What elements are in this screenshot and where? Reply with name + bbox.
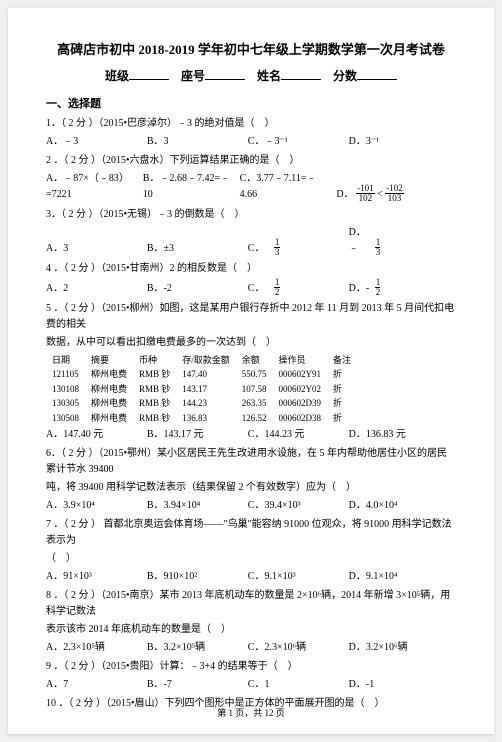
- q4-opt-a: A．2: [46, 281, 144, 297]
- header-row: 班级 座号 姓名 分数: [46, 67, 456, 86]
- q4-c-prefix: C．: [248, 281, 272, 297]
- q3-c-frac: 13: [274, 238, 298, 257]
- q4-opt-c: C． 12: [248, 279, 346, 298]
- q8-opt-b: B．3.2×10⁵辆: [147, 640, 245, 656]
- q4-options: A．2 B．-2 C． 12 D．- 12: [46, 279, 456, 298]
- q6-opt-d: D．4.0×10⁴: [349, 498, 447, 514]
- q2-options: A．﹣87×（﹣83）=7221 B．﹣2.68﹣7.42=﹣10 C．3.77…: [46, 171, 456, 204]
- q5-table: 日期 摘要 币种 存/取款金额 余额 操作员 备注 121105柳州电费RMB …: [46, 353, 357, 425]
- q3-c-prefix: C．: [248, 241, 272, 257]
- th-summary: 摘要: [85, 353, 133, 367]
- table-header-row: 日期 摘要 币种 存/取款金额 余额 操作员 备注: [46, 353, 357, 367]
- q9-opt-d: D．-1: [349, 677, 447, 693]
- th-currency: 币种: [133, 353, 176, 367]
- q5-options: A．147.40 元 B．143.17 元 C．144.23 元 D．136.8…: [46, 427, 456, 443]
- q7-stem-1: 7 ．（ 2 分 ） 首都北京奥运会体育场——"鸟巢"能容纳 91000 位观众…: [46, 517, 456, 549]
- q5-opt-b: B．143.17 元: [147, 427, 245, 443]
- q4-d-frac: 12: [375, 278, 399, 297]
- q5-opt-d: D．136.83 元: [349, 427, 447, 443]
- table-row: 121105柳州电费RMB 钞147.40550.75000602Y91折: [46, 367, 357, 381]
- q2-stem: 2 ．（ 2 分 ）（2015•六盘水）下列运算结果正确的是（ ）: [46, 153, 456, 169]
- q7-options: A．91×10³ B．910×10² C．9.1×10³ D．9.1×10⁴: [46, 569, 456, 585]
- th-amount: 存/取款金额: [176, 353, 236, 367]
- class-blank: [129, 68, 169, 80]
- q9-options: A．7 B．-7 C．1 D．-1: [46, 677, 456, 693]
- q4-opt-b: B．-2: [147, 281, 245, 297]
- table-row: 130108柳州电费RMB 钞143.17107.58000602Y02折: [46, 382, 357, 396]
- name-label: 姓名: [257, 67, 281, 86]
- th-operator: 操作员: [273, 353, 328, 367]
- q2-opt-d: D． -101102 < -102103: [336, 185, 451, 204]
- q6-opt-b: B．3.94×10⁴: [147, 498, 245, 514]
- name-blank: [281, 68, 321, 80]
- q8-stem-2: 表示该市 2014 年底机动车的数量是（ ）: [46, 622, 456, 638]
- class-label: 班级: [105, 67, 129, 86]
- q2-d-prefix: D．: [336, 187, 353, 203]
- q1-opt-d: D．3⁻¹: [349, 134, 447, 150]
- q8-opt-c: C．2.3×10⁶辆: [248, 640, 346, 656]
- q1-stem: 1．（ 2 分 ）（2015•巴彦淖尔）﹣3 的绝对值是（ ）: [46, 116, 456, 132]
- q9-opt-c: C．1: [248, 677, 346, 693]
- q8-opt-a: A．2.3×10⁵辆: [46, 640, 144, 656]
- th-balance: 余额: [236, 353, 273, 367]
- seat-blank: [205, 68, 245, 80]
- q7-opt-b: B．910×10²: [147, 569, 245, 585]
- q9-opt-b: B．-7: [147, 677, 245, 693]
- exam-title: 高碑店市初中 2018-2019 学年初中七年级上学期数学第一次月考试卷: [46, 40, 456, 61]
- q3-d-prefix: D．﹣: [349, 225, 373, 257]
- q3-opt-b: B．±3: [147, 241, 245, 257]
- q6-options: A．3.9×10⁴ B．3.94×10⁴ C．39.4×10³ D．4.0×10…: [46, 498, 456, 514]
- exam-page: 高碑店市初中 2018-2019 学年初中七年级上学期数学第一次月考试卷 班级 …: [8, 8, 494, 734]
- q7-opt-c: C．9.1×10³: [248, 569, 346, 585]
- q1-opt-c: C．﹣3⁻¹: [248, 134, 346, 150]
- q3-options: A．3 B．±3 C． 13 D．﹣ 13: [46, 225, 456, 258]
- q5-opt-c: C．144.23 元: [248, 427, 346, 443]
- q8-opt-d: D．3.2×10⁶辆: [349, 640, 447, 656]
- q7-opt-d: D．9.1×10⁴: [349, 569, 447, 585]
- q5-stem-1: 5 ．（ 2 分 ）（2015•柳州）如图，这是某用户银行存折中 2012 年 …: [46, 301, 456, 333]
- score-blank: [357, 68, 397, 80]
- q4-opt-d: D．- 12: [349, 279, 447, 298]
- q6-stem-2: 吨，将 39400 用科学记数法表示（结果保留 2 个有效数字）应为（ ）: [46, 480, 456, 496]
- q3-opt-a: A．3: [46, 241, 144, 257]
- q2-opt-b: B．﹣2.68﹣7.42=﹣10: [143, 171, 237, 203]
- q5-opt-a: A．147.40 元: [46, 427, 144, 443]
- q4-d-prefix: D．-: [349, 281, 373, 297]
- score-label: 分数: [333, 67, 357, 86]
- q4-c-frac: 12: [274, 278, 298, 297]
- th-date: 日期: [46, 353, 85, 367]
- q2-opt-a: A．﹣87×（﹣83）=7221: [46, 171, 140, 203]
- q3-d-frac: 13: [375, 238, 399, 257]
- q3-opt-c: C． 13: [248, 239, 346, 258]
- q1-opt-b: B．3: [147, 134, 245, 150]
- q6-opt-c: C．39.4×10³: [248, 498, 346, 514]
- table-row: 130508柳州电费RMB 钞136.83126.52000602D38折: [46, 411, 357, 425]
- q2-opt-c: C．3.77﹣7.11=﹣4.66: [240, 171, 334, 203]
- q5-stem-2: 数据，从中可以看出扣缴电费最多的一次达到（ ）: [46, 335, 456, 351]
- q6-stem-1: 6．（ 2 分 ）（2015•鄂州）某小区居民王先生改进用水设施，在 5 年内帮…: [46, 446, 456, 478]
- q4-stem: 4 ．（ 2 分 ）（2015•甘南州）2 的相反数是（ ）: [46, 261, 456, 277]
- seat-label: 座号: [181, 67, 205, 86]
- page-footer: 第 1 页，共 12 页: [8, 706, 494, 720]
- q6-opt-a: A．3.9×10⁴: [46, 498, 144, 514]
- q2-d-frac1: -101102: [356, 184, 375, 203]
- q1-opt-a: A．﹣3: [46, 134, 144, 150]
- q2-d-frac2: -102103: [385, 184, 404, 203]
- q9-opt-a: A．7: [46, 677, 144, 693]
- q7-stem-2: （ ）: [46, 551, 456, 567]
- table-row: 130305柳州电费RMB 钞144.23263.35000602D39折: [46, 396, 357, 410]
- section-1-heading: 一、选择题: [46, 96, 456, 114]
- q3-stem: 3．（ 2 分 ）（2015•无锡）﹣3 的倒数是（ ）: [46, 207, 456, 223]
- q8-options: A．2.3×10⁵辆 B．3.2×10⁵辆 C．2.3×10⁶辆 D．3.2×1…: [46, 640, 456, 656]
- q3-opt-d: D．﹣ 13: [349, 225, 447, 258]
- th-remark: 备注: [327, 353, 357, 367]
- q8-stem-1: 8 ．（ 2 分 ）（2015•南京）某市 2013 年底机动车的数量是 2×1…: [46, 588, 456, 620]
- q7-opt-a: A．91×10³: [46, 569, 144, 585]
- q2-d-op: <: [377, 187, 383, 203]
- q1-options: A．﹣3 B．3 C．﹣3⁻¹ D．3⁻¹: [46, 134, 456, 150]
- q9-stem: 9 ．（ 2 分 ）（2015•贵阳）计算：﹣3+4 的结果等于（ ）: [46, 659, 456, 675]
